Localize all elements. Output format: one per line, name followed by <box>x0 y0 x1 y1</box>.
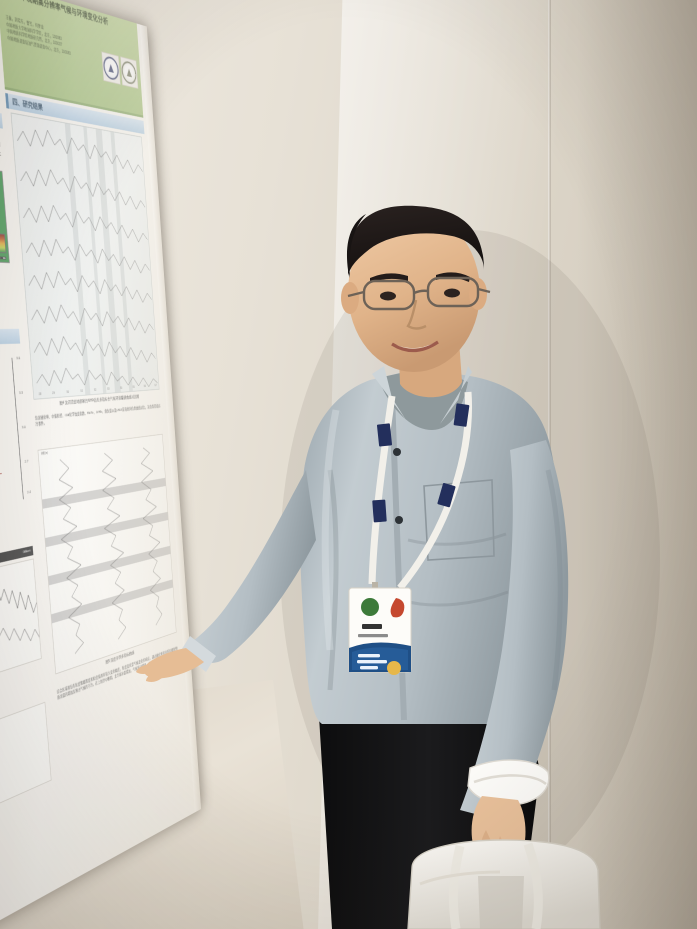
figure-spectra <box>0 558 42 712</box>
figure-power-spectrum <box>0 701 52 850</box>
section-results: 四、研究结果 <box>5 92 164 428</box>
section-spectra-bottom <box>0 697 55 852</box>
figure-results-multipanel: 2.8 2.9 3.0 3.1 3.2 3.3 3.4 3.5 3.6 3.7 <box>10 112 160 400</box>
map-dem-panel: 114°E 115°E <box>0 158 10 264</box>
section-proxy-logs: 深度 (m) 图5 深度序列多指标曲线 综合区域和钻孔粒度粗细程度和粒度值具有较… <box>34 430 181 702</box>
map-scale-bar <box>0 256 7 260</box>
section-materials-heading: 二、研究材料与方法 <box>0 80 3 129</box>
wall-panel-seam <box>548 0 551 929</box>
section-materials-text: 沈河湾盆地是中纬度季风区的典型代表性区域，具有较完整的上新世-更新世地层。本研究… <box>0 98 6 168</box>
wall-shadow <box>577 0 697 929</box>
map-color-legend <box>0 233 7 254</box>
wall-light-sheen <box>314 0 576 929</box>
figure-depth-logs: 深度 (m) <box>37 433 177 675</box>
